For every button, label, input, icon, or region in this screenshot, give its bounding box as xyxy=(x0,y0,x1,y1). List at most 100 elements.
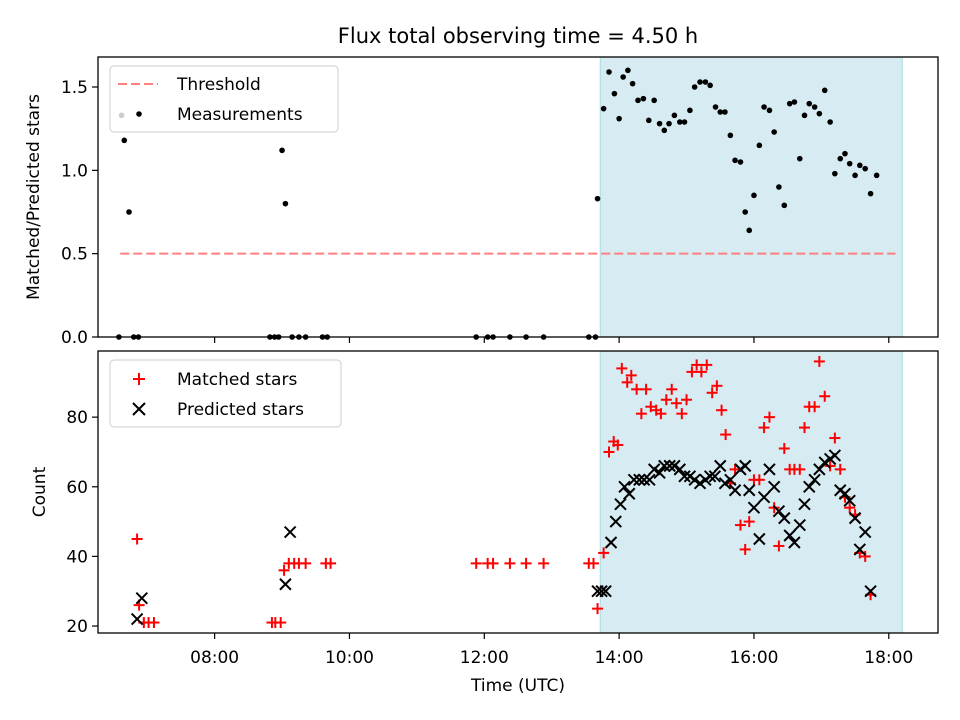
x-tick-label: 18:00 xyxy=(864,648,913,668)
matched-star-marker xyxy=(763,411,775,423)
bottom-y-axis-label: Count xyxy=(30,466,50,517)
matched-star-marker xyxy=(325,557,337,569)
measurement-point xyxy=(629,80,636,87)
measurement-point xyxy=(611,90,618,97)
chart-title: Flux total observing time = 4.50 h xyxy=(338,24,698,48)
predicted-star-marker xyxy=(643,473,656,487)
matched-star-marker xyxy=(275,617,287,629)
measurement-point xyxy=(600,105,607,112)
measurement-point xyxy=(771,129,777,135)
measurement-point xyxy=(791,99,798,105)
predicted-star-marker xyxy=(772,504,786,518)
matched-star-marker xyxy=(739,543,751,555)
measurement-point xyxy=(832,170,838,177)
y-tick-label: 40 xyxy=(66,547,88,567)
shaded-region-top xyxy=(599,56,903,338)
matched-star-marker xyxy=(681,394,693,406)
matched-star-marker xyxy=(655,408,667,420)
predicted-star-marker xyxy=(653,466,666,480)
predicted-star-marker xyxy=(688,473,701,487)
measurement-point xyxy=(691,84,698,90)
predicted-star-marker xyxy=(757,491,771,504)
matched-star-marker xyxy=(729,463,741,475)
predicted-star-marker xyxy=(747,501,761,514)
measurements-legend-marker xyxy=(136,111,142,117)
matched-star-marker xyxy=(635,408,647,420)
measurement-point xyxy=(781,202,788,209)
matched-star-marker xyxy=(859,550,871,562)
measurement-point xyxy=(666,120,672,127)
predicted-star-marker xyxy=(743,484,756,497)
predicted-legend-label: Predicted stars xyxy=(177,400,304,420)
measurement-point xyxy=(846,160,853,167)
threshold-legend-label: Threshold xyxy=(176,75,261,95)
predicted-star-marker xyxy=(693,477,707,490)
top-axes-frame xyxy=(97,56,939,338)
measurement-point xyxy=(606,69,612,75)
measurement-point xyxy=(656,120,663,127)
measurement-point xyxy=(717,109,724,115)
predicted-star-marker xyxy=(708,470,722,483)
measurement-point xyxy=(282,200,289,207)
predicted-star-marker xyxy=(135,591,149,605)
measurement-point xyxy=(811,104,818,110)
measurement-point xyxy=(842,150,848,157)
measurement-point xyxy=(737,159,744,165)
predicted-star-marker xyxy=(599,585,612,598)
matched-star-marker xyxy=(794,463,806,475)
predicted-star-marker xyxy=(633,473,646,487)
matched-star-marker xyxy=(813,355,825,367)
measurement-point xyxy=(707,82,713,89)
measurement-point xyxy=(761,104,767,110)
predicted-star-marker xyxy=(763,463,776,476)
x-tick-label: 08:00 xyxy=(190,648,239,668)
measurement-point xyxy=(671,112,678,119)
measurement-point xyxy=(676,119,683,125)
matched-star-marker xyxy=(819,390,831,402)
bottom-legend-box xyxy=(109,359,342,428)
matched-star-marker xyxy=(148,617,160,629)
predicted-star-marker xyxy=(853,543,867,556)
predicted-star-marker xyxy=(783,529,796,542)
matched-star-marker xyxy=(834,463,846,475)
predicted-star-marker xyxy=(828,449,842,462)
y-tick-label: 0.5 xyxy=(61,245,88,265)
measurement-point xyxy=(801,112,808,119)
measurement-point xyxy=(712,104,719,110)
measurement-point xyxy=(732,157,738,164)
matched-star-marker xyxy=(773,540,785,552)
measurement-point xyxy=(681,119,688,125)
predicted-star-marker xyxy=(673,463,687,476)
predicted-stars-series xyxy=(130,449,877,626)
predicted-star-marker xyxy=(858,525,872,539)
matched-star-marker xyxy=(278,564,290,576)
measurement-point xyxy=(806,100,813,107)
measurement-point xyxy=(702,79,709,85)
measurement-point xyxy=(687,107,693,114)
matched-star-marker xyxy=(520,557,532,569)
predicted-star-marker xyxy=(668,459,681,473)
matched-star-marker xyxy=(706,387,718,399)
measurement-point xyxy=(796,155,803,162)
predicted-star-marker xyxy=(283,525,297,539)
top-legend-box xyxy=(109,65,339,133)
measurement-point xyxy=(852,172,858,179)
predicted-star-marker xyxy=(753,532,766,546)
matched-star-marker xyxy=(778,442,790,454)
measurement-point xyxy=(279,147,285,154)
predicted-star-marker xyxy=(614,497,627,511)
measurement-point xyxy=(776,184,782,190)
predicted-star-marker xyxy=(718,477,732,490)
matched-star-marker xyxy=(470,557,482,569)
measurement-point xyxy=(856,162,863,169)
measurement-point xyxy=(766,107,773,114)
top-legend: Threshold Measurements xyxy=(109,65,339,133)
bottom-legend: Matched stars Predicted stars xyxy=(109,359,342,428)
measurement-point xyxy=(873,172,880,179)
predicted-star-marker xyxy=(728,484,742,497)
matched-star-marker xyxy=(691,359,703,371)
predicted-star-marker xyxy=(818,456,831,469)
predicted-star-marker xyxy=(604,536,618,549)
matched-star-marker xyxy=(612,439,624,451)
